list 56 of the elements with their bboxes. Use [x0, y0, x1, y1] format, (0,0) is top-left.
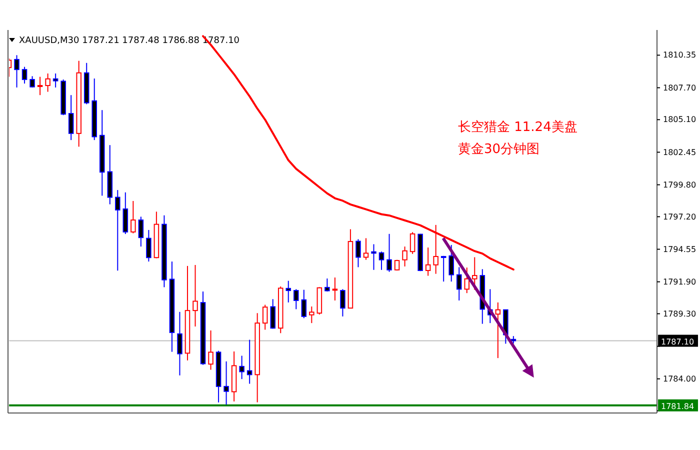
candlestick	[192, 264, 198, 328]
candlestick	[115, 190, 120, 272]
candlestick	[224, 360, 229, 406]
y-tick-label: 1794.55	[663, 244, 696, 254]
ref-line-label: 1787.10	[661, 337, 694, 346]
candlestick	[122, 192, 128, 235]
candlestick	[286, 280, 292, 303]
candlestick	[332, 277, 338, 301]
candlestick	[14, 54, 20, 88]
candlestick	[37, 76, 43, 96]
candlestick	[410, 232, 416, 254]
candlestick	[363, 238, 369, 260]
candlestick	[208, 330, 214, 370]
ref-line-label: 1781.84	[661, 402, 694, 411]
y-tick-label: 1810.35	[663, 50, 696, 60]
y-tick-label: 1799.80	[663, 180, 696, 190]
y-tick-label: 1802.45	[663, 148, 696, 157]
candlestick	[246, 339, 252, 384]
candlestick	[45, 72, 50, 92]
y-tick-label: 1797.20	[663, 212, 696, 222]
candlestick	[371, 244, 376, 270]
candlestick	[448, 244, 454, 282]
y-tick-label: 1805.10	[663, 115, 696, 124]
candlestick	[309, 306, 314, 324]
annotation: 长空猎金 11.24美盘	[458, 119, 578, 135]
annotation: 黄金30分钟图	[458, 142, 540, 157]
candlestick	[177, 311, 182, 376]
candlestick	[52, 72, 58, 88]
candlestick	[262, 304, 268, 330]
candlestick	[425, 247, 431, 276]
candlestick	[495, 302, 501, 359]
candlestick	[472, 256, 478, 290]
candlestick	[138, 216, 144, 248]
candlestick	[239, 355, 244, 380]
candlestick	[294, 288, 299, 310]
candlestick	[270, 298, 276, 330]
candlestick	[130, 200, 136, 234]
candlestick	[340, 288, 346, 317]
y-tick-label: 1791.90	[663, 277, 696, 286]
candlestick	[68, 94, 74, 141]
candlestick	[324, 278, 330, 292]
candlestick	[30, 76, 35, 88]
y-tick-label: 1807.70	[663, 83, 696, 92]
candlestick	[440, 255, 446, 282]
line-series	[202, 35, 514, 271]
candlestick	[464, 267, 470, 294]
candlestick	[146, 229, 152, 262]
candlestick	[386, 233, 392, 272]
y-tick-label: 1784.00	[663, 374, 696, 384]
candlestick	[22, 66, 28, 84]
y-tick-label: 1789.30	[663, 309, 696, 318]
candlestick	[356, 238, 361, 268]
candlestick	[378, 251, 384, 270]
candlestick	[402, 246, 408, 267]
candlestick	[456, 266, 462, 301]
candlestick	[301, 289, 307, 319]
